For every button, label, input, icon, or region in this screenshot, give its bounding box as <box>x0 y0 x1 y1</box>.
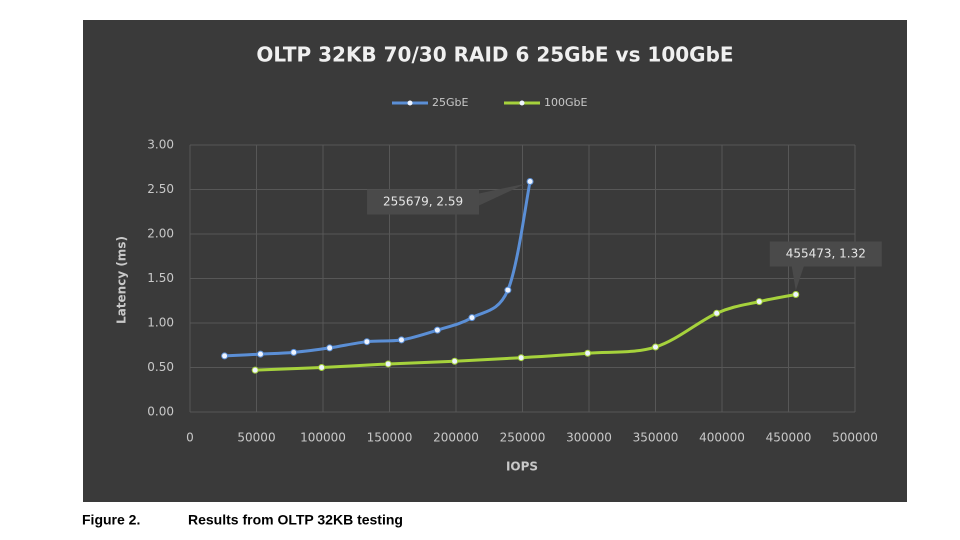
data-point <box>318 364 326 371</box>
x-tick-label: 350000 <box>633 431 679 445</box>
annotation-pointer <box>791 266 804 291</box>
chart-background <box>83 20 907 502</box>
data-point <box>221 352 229 360</box>
x-tick-label: 50000 <box>237 431 275 445</box>
data-point <box>468 314 476 322</box>
data-point <box>652 343 659 351</box>
y-tick-label: 0.50 <box>147 360 174 374</box>
data-point <box>504 286 512 294</box>
x-tick-label: 500000 <box>832 431 878 445</box>
y-tick-label: 1.00 <box>147 316 174 330</box>
annotation-text: 255679, 2.59 <box>383 194 463 208</box>
y-tick-label: 0.00 <box>147 405 174 419</box>
data-point <box>384 360 392 368</box>
annotation-box <box>367 189 480 215</box>
x-tick-label: 200000 <box>433 431 479 445</box>
chart-title: OLTP 32KB 70/30 RAID 6 25GbE vs 100GbE <box>256 43 733 67</box>
data-point <box>290 348 298 356</box>
data-point <box>792 291 800 299</box>
data-point <box>256 350 264 358</box>
legend-marker <box>407 100 413 106</box>
caption-text: Results from OLTP 32KB testing <box>188 512 403 528</box>
legend-label: 25GbE <box>432 96 469 109</box>
x-tick-label: 100000 <box>300 431 346 445</box>
data-point <box>397 336 405 344</box>
x-tick-label: 450000 <box>766 431 812 445</box>
annotation-pointer <box>479 183 527 206</box>
x-tick-label: 0 <box>186 431 194 445</box>
x-tick-label: 250000 <box>500 431 546 445</box>
legend-label: 100GbE <box>544 96 588 109</box>
data-point <box>326 344 334 352</box>
caption-label: Figure 2. <box>82 512 140 528</box>
annotation-box <box>769 241 882 267</box>
y-axis-title: Latency (ms) <box>115 236 129 324</box>
y-tick-label: 2.00 <box>147 227 174 241</box>
x-tick-label: 400000 <box>699 431 745 445</box>
data-point <box>251 366 259 374</box>
annotation-text: 455473, 1.32 <box>786 247 866 261</box>
y-tick-label: 2.50 <box>147 182 174 196</box>
data-point <box>713 309 721 317</box>
y-tick-label: 3.00 <box>147 138 174 152</box>
series-line <box>224 181 532 358</box>
x-tick-label: 300000 <box>566 431 612 445</box>
series-line <box>255 293 797 372</box>
y-tick-label: 1.50 <box>147 271 174 285</box>
data-point <box>584 349 592 357</box>
x-axis-title: IOPS <box>506 460 538 474</box>
data-point <box>517 354 525 362</box>
legend-marker <box>519 100 525 106</box>
x-tick-label: 150000 <box>367 431 413 445</box>
data-point <box>363 338 371 346</box>
data-point <box>433 326 441 334</box>
data-point <box>755 298 763 306</box>
data-point <box>526 177 534 185</box>
data-point <box>451 357 459 365</box>
